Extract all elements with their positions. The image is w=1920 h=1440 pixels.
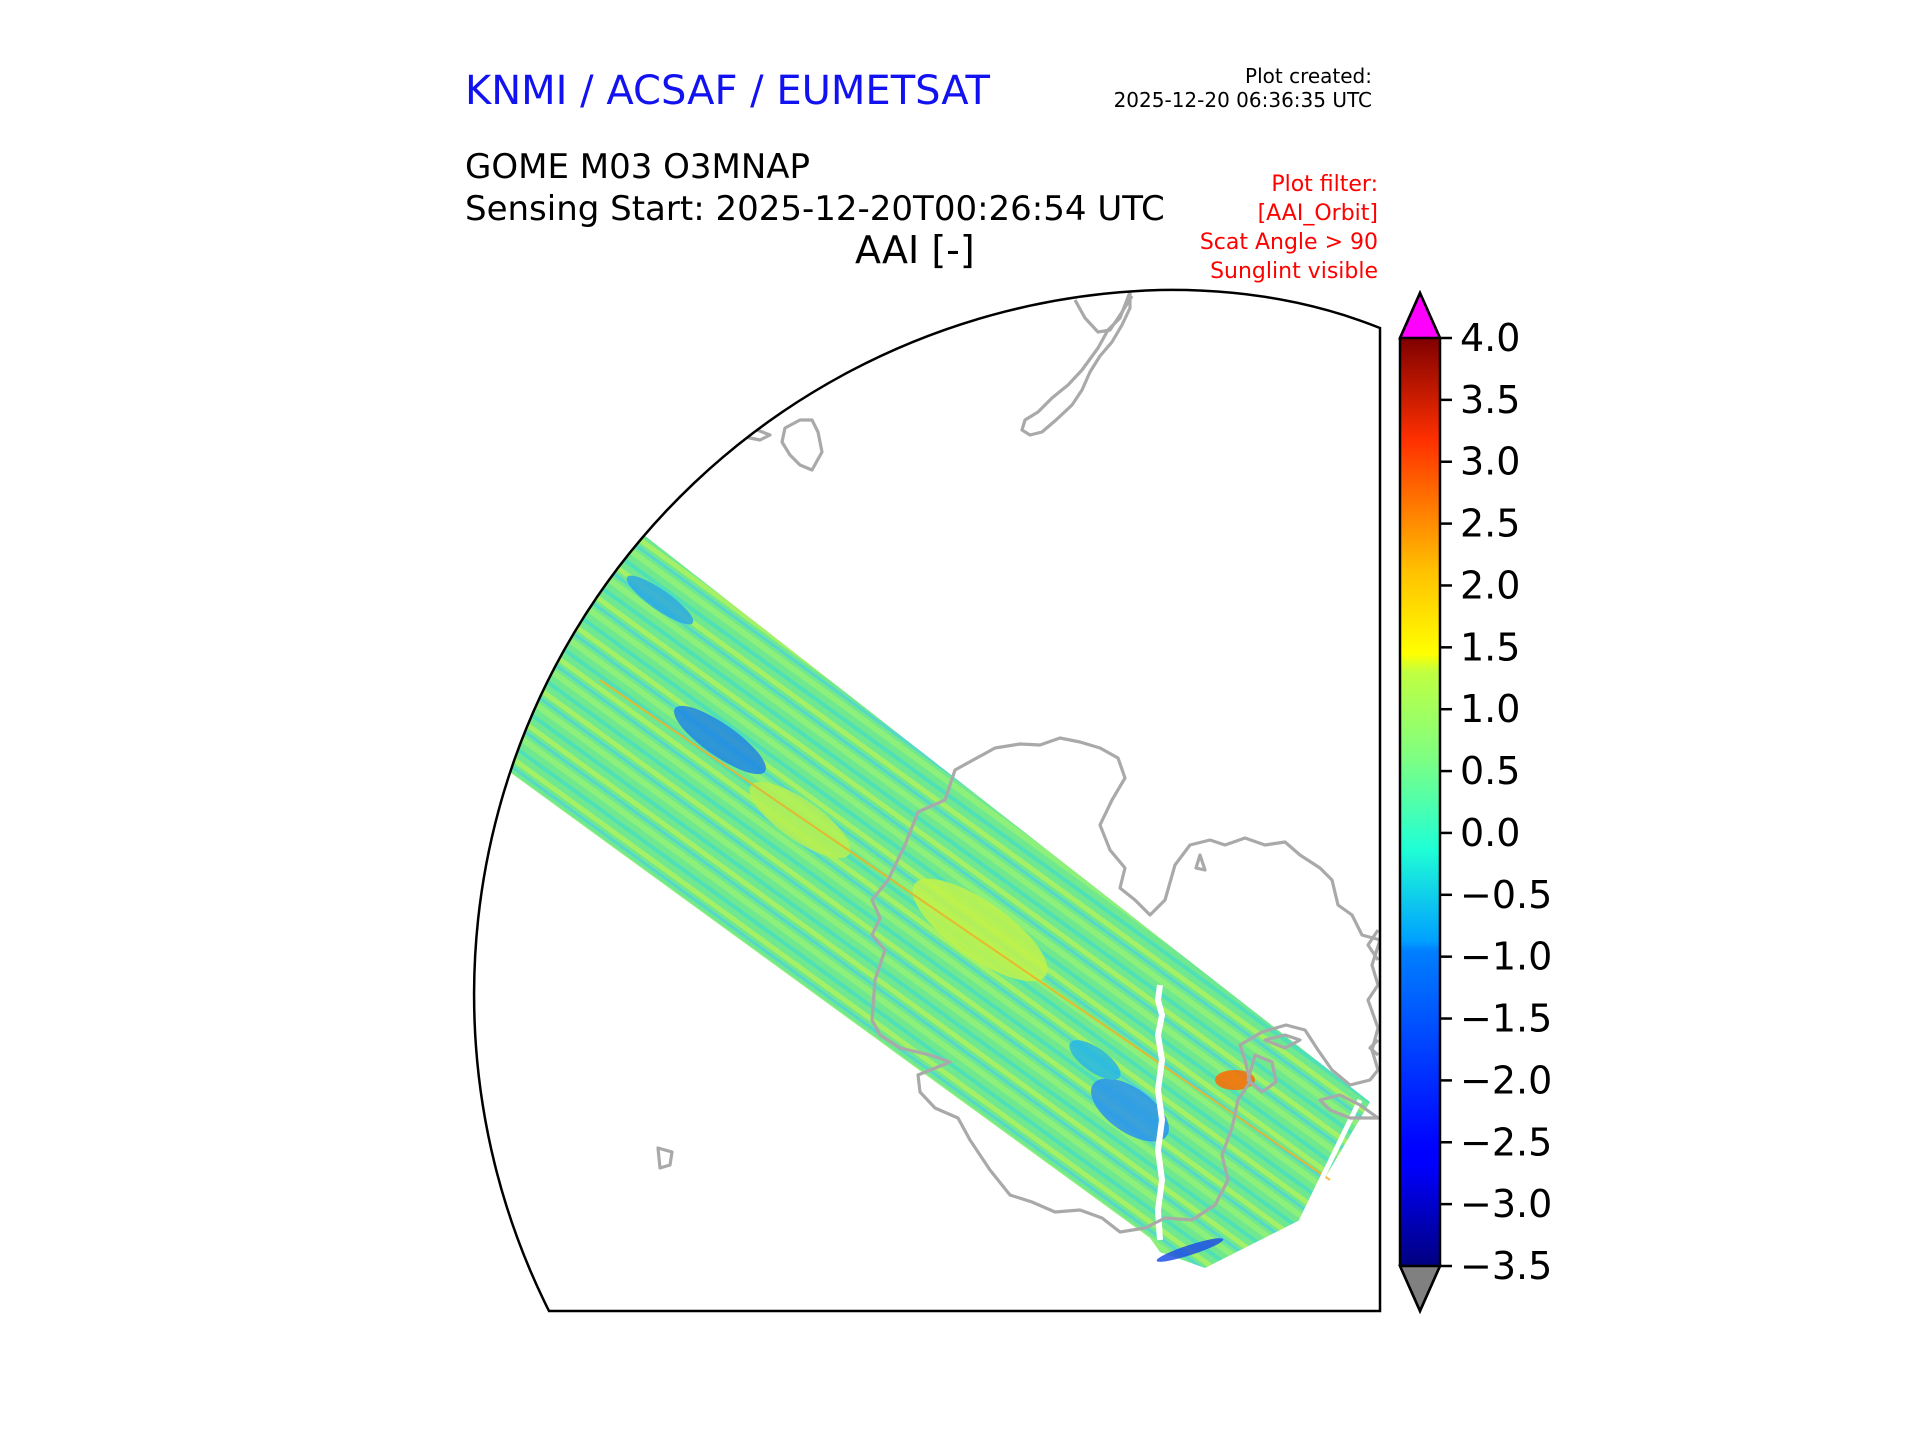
colorbar-tick-label: −0.5 — [1460, 873, 1552, 917]
colorbar-gradient — [1400, 338, 1440, 1266]
colorbar-tick-label: −3.5 — [1460, 1244, 1552, 1288]
plot-created-time: 2025-12-20 06:36:35 UTC — [1113, 88, 1372, 112]
colorbar-tick-label: −1.0 — [1460, 935, 1552, 979]
antarctica-coastline — [870, 736, 1381, 1234]
plot-filter: Plot filter: [AAI_Orbit] Scat Angle > 90… — [1200, 170, 1378, 286]
colorbar-tick-label: −2.5 — [1460, 1120, 1552, 1164]
filter-line: [AAI_Orbit] — [1257, 201, 1378, 226]
colorbar: 4.0 3.5 3.0 2.5 2.0 1.5 1.0 0.5 0.0 −0.5 −1.0 −1.5 −… — [1398, 289, 1552, 1315]
colorbar-tick-label: 1.0 — [1460, 687, 1520, 731]
colorbar-tick-label: 3.0 — [1460, 440, 1520, 484]
filter-line: Scat Angle > 90 — [1199, 230, 1378, 255]
colorbar-over-arrow — [1398, 289, 1442, 340]
variable-title: AAI [-] — [855, 228, 975, 272]
colorbar-tick-label: 2.5 — [1460, 502, 1520, 546]
swath-features — [599, 575, 1331, 1262]
colorbar-under-arrow — [1398, 1264, 1442, 1315]
map-area — [474, 289, 1381, 1311]
plot-created: Plot created: 2025-12-20 06:36:35 UTC — [1114, 64, 1372, 112]
agency-title: KNMI / ACSAF / EUMETSAT — [465, 68, 990, 114]
sensing-start: Sensing Start: 2025-12-20T00:26:54 UTC — [465, 189, 1165, 229]
colorbar-tick-label: −1.5 — [1460, 997, 1552, 1041]
plot-created-label: Plot created: — [1245, 64, 1372, 88]
colorbar-tick-label: 3.5 — [1460, 378, 1520, 422]
colorbar-tick-label: 4.0 — [1460, 316, 1520, 360]
filter-line: Sunglint visible — [1210, 259, 1378, 284]
coastlines — [656, 290, 1381, 1234]
new-zealand-coastline — [1020, 290, 1132, 437]
filter-line: Plot filter: — [1271, 172, 1378, 197]
map-boundary — [472, 288, 1382, 1313]
colorbar-tick-label: −2.0 — [1460, 1058, 1552, 1102]
colorbar-tick-label: 1.5 — [1460, 625, 1520, 669]
colorbar-ticks: 4.0 3.5 3.0 2.5 2.0 1.5 1.0 0.5 0.0 −0.5 −1.0 −1.5 −… — [1440, 316, 1552, 1288]
colorbar-tick-label: 0.0 — [1460, 811, 1520, 855]
colorbar-tick-label: 0.5 — [1460, 749, 1520, 793]
colorbar-tick-label: 2.0 — [1460, 563, 1520, 607]
product-name: GOME M03 O3MNAP — [465, 147, 811, 187]
colorbar-tick-label: −3.0 — [1460, 1182, 1552, 1226]
product-block: GOME M03 O3MNAP Sensing Start: 2025-12-2… — [465, 146, 1165, 230]
